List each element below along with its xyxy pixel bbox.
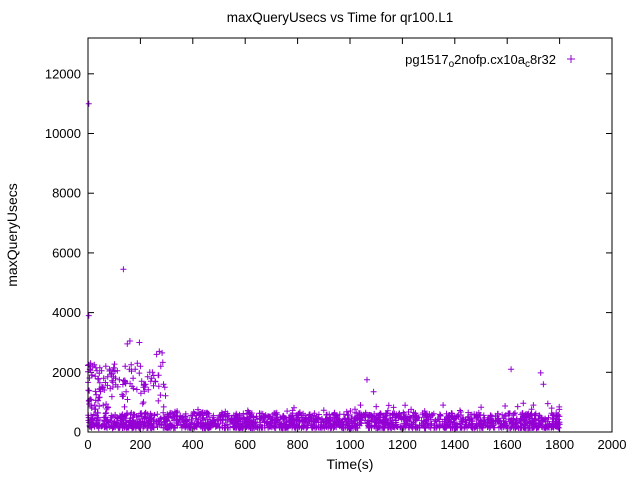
y-tick-label: 2000 <box>52 365 81 380</box>
y-tick-label: 12000 <box>45 66 81 81</box>
y-tick-label: 10000 <box>45 126 81 141</box>
y-tick-label: 8000 <box>52 186 81 201</box>
axis-ticks: 0 200 400 600 800 1000 1200 1400 1600 1800 2000 0 20… <box>45 38 627 452</box>
x-tick-label: 1000 <box>336 437 365 452</box>
series-points <box>85 100 563 432</box>
y-tick-label: 6000 <box>52 245 81 260</box>
plot-border <box>87 37 613 433</box>
x-tick-label: 600 <box>234 437 256 452</box>
legend: pg1517o2nofp.cx10ac8r32 <box>405 52 575 70</box>
legend-marker-plus-icon <box>567 55 575 63</box>
data-points <box>85 100 563 432</box>
legend-label: pg1517o2nofp.cx10ac8r32 <box>405 52 556 70</box>
x-tick-label: 1400 <box>440 437 469 452</box>
x-tick-label: 0 <box>84 437 91 452</box>
chart-title: maxQueryUsecs vs Time for qr100.L1 <box>227 10 454 25</box>
x-tick-label: 1800 <box>545 437 574 452</box>
x-tick-label: 800 <box>287 437 309 452</box>
y-tick-label: 4000 <box>52 305 81 320</box>
x-tick-label: 1600 <box>493 437 522 452</box>
x-axis-label: Time(s) <box>327 456 374 472</box>
y-tick-label: 0 <box>74 425 81 440</box>
x-tick-label: 400 <box>182 437 204 452</box>
x-tick-label: 2000 <box>598 437 627 452</box>
x-tick-label: 200 <box>130 437 152 452</box>
x-tick-label: 1200 <box>388 437 417 452</box>
y-axis-label: maxQueryUsecs <box>4 183 20 286</box>
